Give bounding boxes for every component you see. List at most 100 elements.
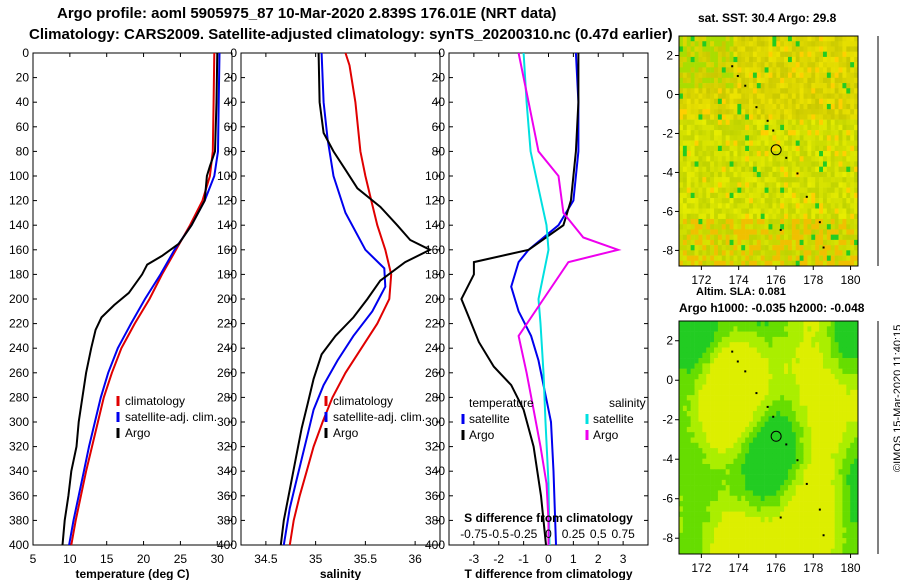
map-cell xyxy=(737,389,742,396)
map-cell xyxy=(799,103,804,110)
map-cell xyxy=(702,437,707,444)
map-cell xyxy=(795,485,800,491)
map-cell xyxy=(741,192,746,199)
map-cell xyxy=(791,326,797,332)
map-cell xyxy=(764,469,769,475)
map-cell xyxy=(733,177,738,183)
x2-axis-label: S difference from climatology xyxy=(464,511,633,525)
map-cell xyxy=(811,114,816,120)
map-cell xyxy=(694,218,699,225)
map-cell xyxy=(717,250,723,256)
map-cell xyxy=(822,469,828,475)
map-cell xyxy=(698,229,703,235)
map-cell xyxy=(822,93,828,100)
map-cell xyxy=(764,135,769,141)
map-cell xyxy=(826,331,832,338)
map-cell xyxy=(787,426,793,433)
map-cell xyxy=(780,363,785,369)
map-cell xyxy=(838,93,843,100)
map-cell xyxy=(846,239,851,246)
map-cell xyxy=(822,234,828,241)
map-cell xyxy=(768,187,773,194)
map-cell xyxy=(819,463,824,470)
map-cell xyxy=(819,98,824,105)
map-cell xyxy=(760,56,765,63)
map-cell xyxy=(815,98,820,105)
map-cell xyxy=(850,145,855,152)
map-cell xyxy=(842,151,847,157)
map-cell xyxy=(791,88,797,94)
map-cell xyxy=(702,151,707,157)
map-cell xyxy=(787,538,793,544)
map-cell xyxy=(710,548,715,555)
map-cell xyxy=(679,140,684,147)
map-cell xyxy=(733,363,738,369)
map-cell xyxy=(764,182,769,188)
map-cell xyxy=(815,218,820,225)
map-cell xyxy=(729,140,734,147)
map-cell xyxy=(807,548,812,555)
map-cell xyxy=(694,421,699,428)
map-cell xyxy=(850,501,855,507)
map-cell xyxy=(679,395,684,401)
map-cell xyxy=(725,140,730,147)
map-cell xyxy=(710,485,715,491)
map-cell xyxy=(795,177,800,183)
map-cell xyxy=(850,432,855,438)
map-cell xyxy=(749,363,754,369)
map-cell xyxy=(838,103,843,110)
map-cell xyxy=(682,506,688,512)
map-cell xyxy=(854,177,859,183)
map-cell xyxy=(819,109,824,115)
map-cell xyxy=(768,218,773,225)
map-cell xyxy=(834,331,839,338)
map-cell xyxy=(725,245,730,251)
map-cell xyxy=(694,98,699,105)
map-cell xyxy=(846,352,851,359)
map-cell xyxy=(729,416,734,422)
map-cell xyxy=(679,538,684,544)
map-cell xyxy=(776,511,781,518)
x-axis-label: salinity xyxy=(320,567,362,580)
map-cell xyxy=(807,347,812,354)
map-cell xyxy=(819,145,824,152)
map-cell xyxy=(741,83,746,89)
map-cell xyxy=(752,506,758,512)
map-cell xyxy=(764,506,769,512)
map-cell xyxy=(830,421,835,428)
map-cell xyxy=(795,474,800,481)
map-cell xyxy=(737,203,742,209)
map-cell xyxy=(776,321,781,327)
map-cell xyxy=(714,67,719,73)
map-cell xyxy=(729,260,734,267)
map-cell xyxy=(822,373,828,380)
map-cell xyxy=(838,432,843,438)
map-cell xyxy=(698,119,703,126)
map-cell xyxy=(830,548,835,555)
map-cell xyxy=(799,135,804,141)
map-cell xyxy=(811,479,816,486)
map-cell xyxy=(780,321,785,327)
map-cell xyxy=(745,119,750,126)
map-cell xyxy=(842,506,847,512)
map-cell xyxy=(819,114,824,120)
map-cell xyxy=(710,140,715,147)
map-cell xyxy=(822,177,828,183)
map-cell xyxy=(729,384,734,391)
map-cell xyxy=(710,161,715,167)
map-cell xyxy=(830,373,835,380)
map-cell xyxy=(725,51,730,58)
map-cell xyxy=(698,62,703,68)
map-cell xyxy=(838,342,843,348)
map-cell xyxy=(721,151,726,157)
map-cell xyxy=(799,384,804,391)
map-cell xyxy=(698,421,703,428)
map-cell xyxy=(737,485,742,491)
map-cell xyxy=(842,490,847,497)
map-cell xyxy=(787,543,793,550)
map-cell xyxy=(682,548,688,555)
map-cell xyxy=(686,506,691,512)
map-cell xyxy=(717,234,723,241)
island-dot xyxy=(736,360,739,363)
map-cell xyxy=(694,250,699,256)
